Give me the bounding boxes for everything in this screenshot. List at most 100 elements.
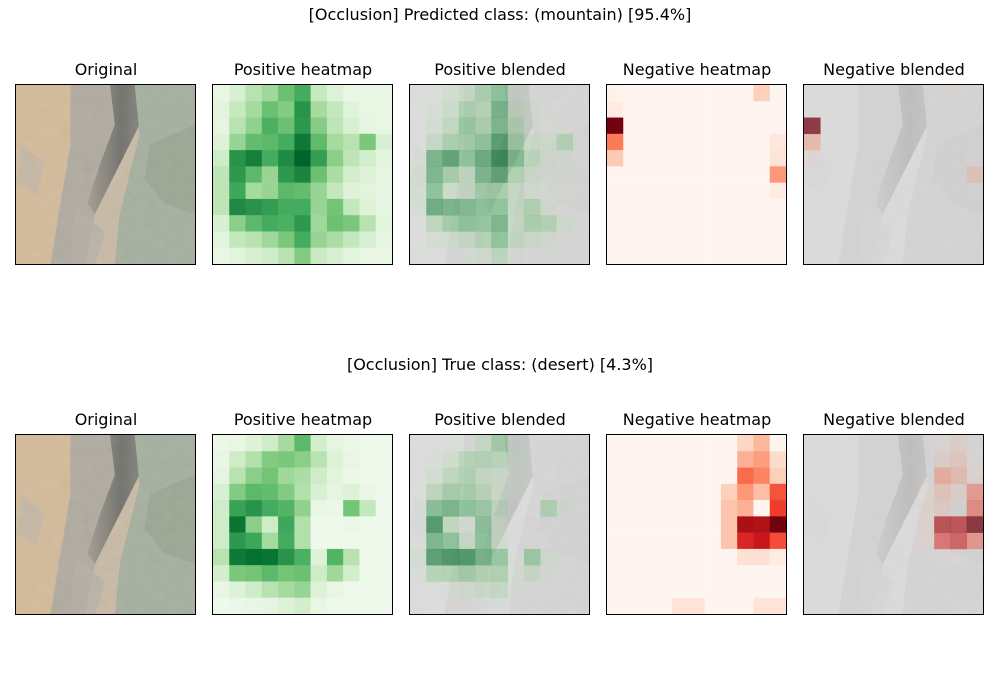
heatmap-cell [623,597,640,614]
heatmap-cell [442,565,460,582]
heatmap-cell [572,117,589,135]
row-2-negative-blended-title: Negative blended [823,410,965,429]
heatmap-cell [639,117,657,135]
heatmap-cell [966,483,983,501]
heatmap-cell [655,581,673,599]
heatmap-cell [737,565,754,582]
heatmap-cell [442,483,460,501]
heatmap-cell [426,483,443,501]
heatmap-cell [556,133,574,151]
heatmap-cell [359,166,377,183]
heatmap-cell [950,483,968,501]
heatmap-cell [572,215,589,232]
heatmap-cell [375,581,392,599]
heatmap-cell [950,467,968,485]
heatmap-cell [294,133,311,151]
heatmap-cell [540,565,557,582]
heatmap-cell [934,532,951,550]
heatmap-cell [229,516,246,533]
heatmap-cell [639,435,657,452]
row-1-negative-heatmap [606,84,787,265]
heatmap-cell [688,581,705,599]
heatmap-cell [623,182,640,200]
heatmap-cell [410,532,427,550]
heatmap-cell [410,215,427,232]
heatmap-cell [672,150,689,167]
heatmap-cell [934,483,951,501]
heatmap-cell [310,435,328,452]
heatmap-cell [491,215,508,232]
heatmap-cell [375,133,392,151]
heatmap-cell [704,101,722,118]
heatmap-cell [655,215,673,232]
heatmap-cell [229,215,246,232]
heatmap-cell [310,548,328,566]
heatmap-cell [540,581,557,599]
heatmap-cell [737,467,754,485]
heatmap-cell [375,597,392,614]
heatmap-cell [359,182,377,200]
heatmap-cell [442,117,460,135]
heatmap-cell [375,483,392,501]
heatmap-cell [672,467,689,485]
heatmap-cell [213,435,230,452]
heatmap-cell [540,166,557,183]
heatmap-cell [639,451,657,468]
heatmap-cell [229,467,246,485]
heatmap-cell [261,247,279,264]
heatmap-cell [294,231,311,249]
heatmap-cell [720,182,738,200]
heatmap-cell [688,117,705,135]
heatmap-cell [410,247,427,264]
heatmap-cell [359,597,377,614]
heatmap-cell [245,500,263,517]
heatmap-cell [491,247,508,264]
heatmap-cell [261,500,279,517]
heatmap-cell [540,182,557,200]
heatmap-cell [442,247,460,264]
heatmap-cell [442,231,460,249]
heatmap-cell [475,231,492,249]
heatmap-cell [458,581,476,599]
heatmap-cell [294,435,311,452]
heatmap-cell [245,182,263,200]
heatmap-cell [326,133,344,151]
heatmap-cell [326,532,344,550]
heatmap-cell [229,565,246,582]
heatmap-cell [753,150,771,167]
heatmap-cell [442,166,460,183]
heatmap-cell [375,565,392,582]
heatmap-cell [556,467,574,485]
heatmap-cell [261,85,279,102]
heatmap-cell [720,247,738,264]
heatmap-cell [607,500,624,517]
heatmap-cell [278,247,295,264]
heatmap-cell [704,117,722,135]
heatmap-cell [556,597,574,614]
heatmap-cell [410,150,427,167]
heatmap-cell [556,581,574,599]
heatmap-cell [704,451,722,468]
heatmap-cell [737,483,754,501]
heatmap-cell [375,247,392,264]
row-2-suptitle: [Occlusion] True class: (desert) [4.3%] [346,355,654,374]
heatmap-cell [310,133,328,151]
heatmap-cell [261,101,279,118]
heatmap-cell [310,532,328,550]
heatmap-cell [359,231,377,249]
heatmap-cell [229,451,246,468]
heatmap-cell [245,597,263,614]
heatmap-cell [475,597,492,614]
heatmap-cell [410,483,427,501]
heatmap-cell [623,565,640,582]
heatmap-cell [245,516,263,533]
heatmap-cell [213,166,230,183]
heatmap-cell [359,215,377,232]
heatmap-cell [410,182,427,200]
heatmap-cell [523,182,541,200]
heatmap-cell [458,467,476,485]
heatmap-cell [294,565,311,582]
heatmap-cell [950,516,968,533]
heatmap-cell [458,451,476,468]
heatmap-cell [213,85,230,102]
